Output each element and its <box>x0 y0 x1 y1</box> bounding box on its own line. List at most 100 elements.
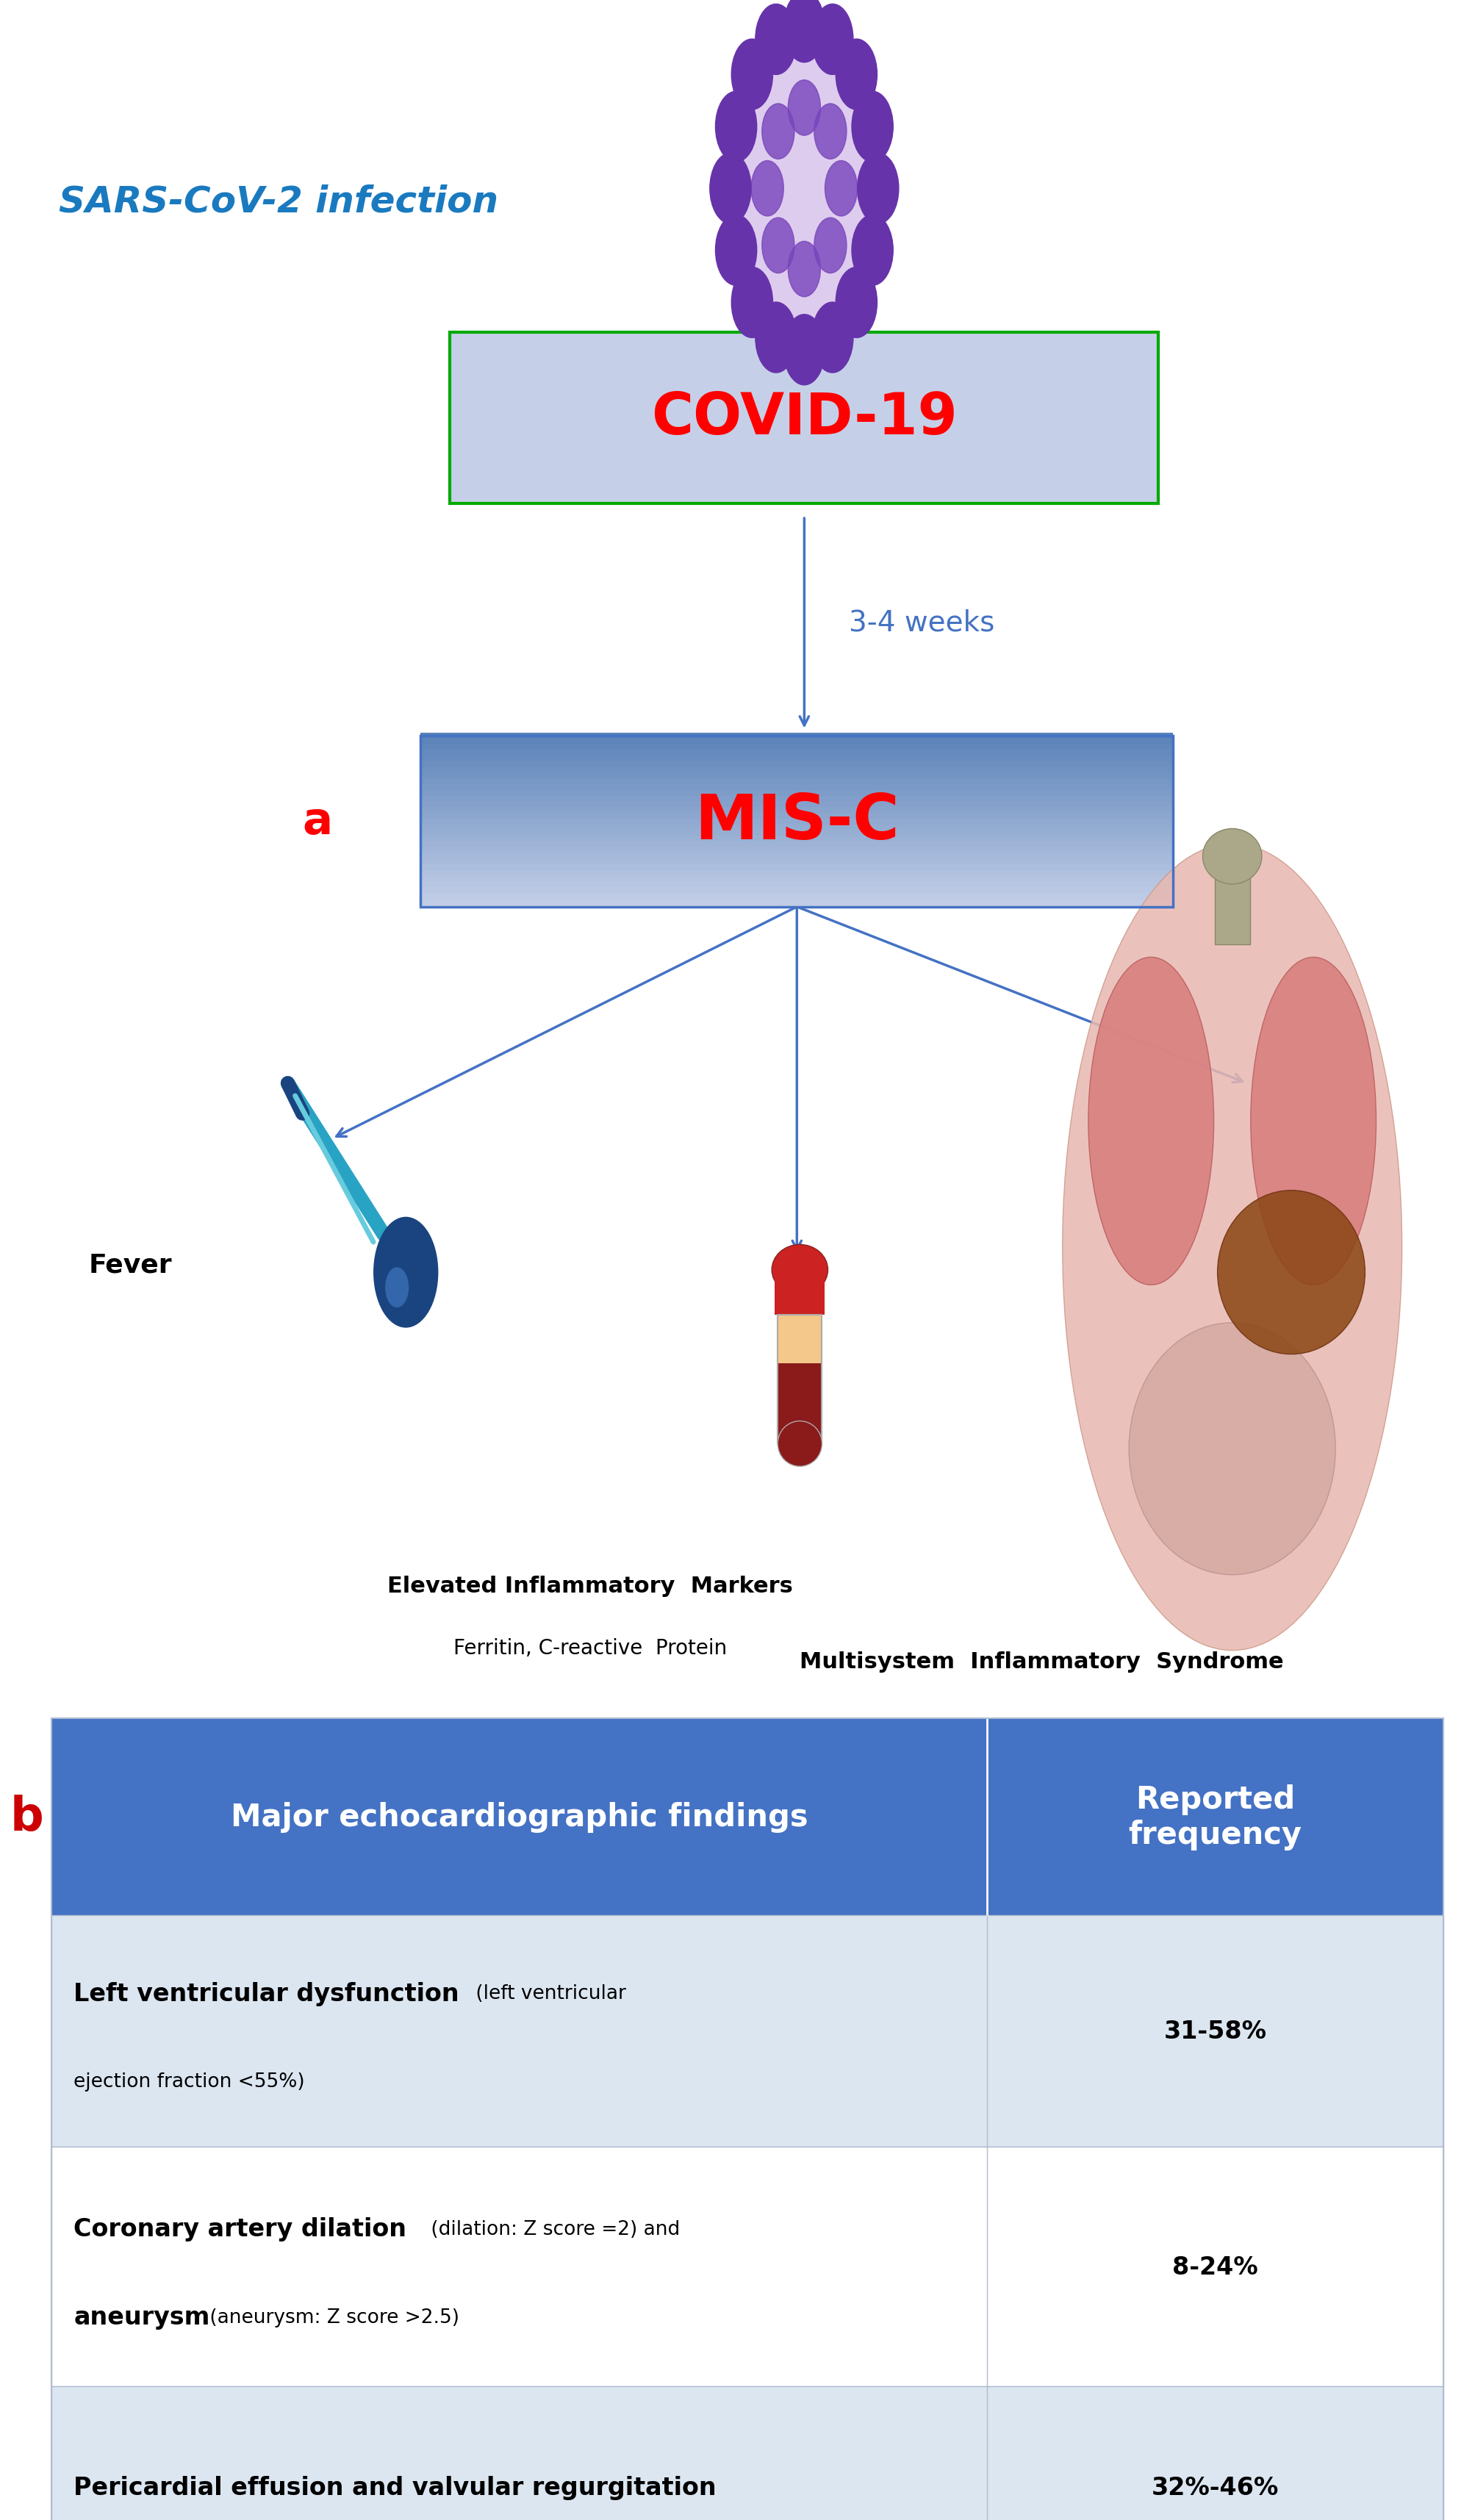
Bar <box>420 877 1173 885</box>
Text: Multisystem  Inflammatory  Syndrome: Multisystem Inflammatory Syndrome <box>799 1651 1283 1671</box>
Bar <box>420 824 1173 834</box>
Text: 3-4 weeks: 3-4 weeks <box>848 607 994 638</box>
Circle shape <box>709 154 751 224</box>
Bar <box>1214 844 1249 945</box>
Bar <box>420 796 1173 804</box>
Ellipse shape <box>738 38 870 340</box>
Text: (left ventricular: (left ventricular <box>469 1983 625 2003</box>
Text: MIS-C: MIS-C <box>695 791 898 852</box>
Text: Elevated Inflammatory  Markers: Elevated Inflammatory Markers <box>388 1575 792 1595</box>
Text: Reported
frequency: Reported frequency <box>1128 1784 1301 1850</box>
Bar <box>420 769 1173 776</box>
Bar <box>420 801 1173 809</box>
Text: 31-58%: 31-58% <box>1162 2019 1266 2044</box>
Circle shape <box>811 5 853 76</box>
Bar <box>420 842 1173 849</box>
Bar <box>777 1363 822 1444</box>
Text: (dilation: Z score =2) and: (dilation: Z score =2) and <box>425 2220 680 2238</box>
Circle shape <box>788 242 820 297</box>
Bar <box>420 814 1173 822</box>
Circle shape <box>811 302 853 373</box>
Text: aneurysm: aneurysm <box>74 2306 209 2328</box>
Bar <box>52 1719 1443 1915</box>
Text: Ferritin, C-reactive  Protein: Ferritin, C-reactive Protein <box>453 1638 727 1658</box>
Ellipse shape <box>1062 844 1401 1651</box>
Ellipse shape <box>777 1421 822 1467</box>
Text: a: a <box>302 799 332 844</box>
Bar <box>420 859 1173 867</box>
Bar <box>420 761 1173 771</box>
Circle shape <box>761 103 794 159</box>
Circle shape <box>835 267 876 338</box>
Text: b: b <box>10 1794 44 1840</box>
Bar <box>777 1315 822 1389</box>
Ellipse shape <box>771 1245 827 1295</box>
Circle shape <box>751 161 783 217</box>
Circle shape <box>814 219 847 275</box>
Text: SARS-CoV-2 infection: SARS-CoV-2 infection <box>59 184 499 219</box>
Bar <box>420 736 1173 907</box>
Circle shape <box>783 0 825 63</box>
Ellipse shape <box>1202 829 1261 885</box>
Bar <box>52 2147 1443 2386</box>
Bar <box>420 892 1173 902</box>
Text: 8-24%: 8-24% <box>1171 2255 1257 2278</box>
Bar <box>52 2386 1443 2520</box>
Text: COVID-19: COVID-19 <box>650 391 957 446</box>
Ellipse shape <box>1087 958 1212 1285</box>
Circle shape <box>851 214 892 285</box>
Ellipse shape <box>720 8 888 370</box>
Bar <box>420 784 1173 794</box>
Bar <box>420 832 1173 839</box>
Bar <box>420 837 1173 844</box>
Bar <box>420 756 1173 764</box>
Bar <box>420 791 1173 799</box>
Text: Major echocardiographic findings: Major echocardiographic findings <box>230 1802 807 1832</box>
Bar <box>420 774 1173 781</box>
Text: Left ventricular dysfunction: Left ventricular dysfunction <box>74 1981 459 2006</box>
Circle shape <box>715 214 757 285</box>
Bar <box>420 746 1173 753</box>
Circle shape <box>755 302 797 373</box>
Bar <box>420 882 1173 890</box>
Bar <box>420 733 1173 741</box>
Text: (aneurysm: Z score >2.5): (aneurysm: Z score >2.5) <box>204 2308 459 2326</box>
Bar <box>420 779 1173 786</box>
Bar <box>777 1315 822 1444</box>
Bar <box>420 847 1173 857</box>
Text: ejection fraction <55%): ejection fraction <55%) <box>74 2071 305 2092</box>
Circle shape <box>783 315 825 386</box>
Circle shape <box>755 5 797 76</box>
Bar <box>52 1915 1443 2147</box>
Circle shape <box>814 103 847 159</box>
Circle shape <box>715 93 757 164</box>
Bar <box>420 869 1173 879</box>
Circle shape <box>373 1217 438 1328</box>
Bar <box>420 864 1173 872</box>
Ellipse shape <box>1128 1323 1335 1575</box>
Circle shape <box>732 267 773 338</box>
Circle shape <box>825 161 857 217</box>
Bar <box>774 1265 825 1315</box>
Text: Coronary artery dilation: Coronary artery dilation <box>74 2218 407 2240</box>
Circle shape <box>788 81 820 136</box>
Bar <box>420 900 1173 907</box>
Bar <box>420 854 1173 862</box>
Bar <box>420 751 1173 759</box>
Bar <box>420 887 1173 895</box>
Circle shape <box>385 1268 409 1308</box>
Circle shape <box>761 219 794 275</box>
Bar <box>420 819 1173 827</box>
Bar <box>450 333 1158 504</box>
Ellipse shape <box>1217 1192 1364 1356</box>
Text: Fever: Fever <box>88 1252 173 1278</box>
Circle shape <box>835 40 876 111</box>
Circle shape <box>732 40 773 111</box>
Bar <box>52 1719 1443 2520</box>
Circle shape <box>851 93 892 164</box>
Bar <box>420 806 1173 816</box>
Circle shape <box>857 154 898 224</box>
Text: 32%-46%: 32%-46% <box>1150 2475 1277 2500</box>
Bar <box>420 738 1173 748</box>
Text: Pericardial effusion and valvular regurgitation: Pericardial effusion and valvular regurg… <box>74 2475 717 2500</box>
